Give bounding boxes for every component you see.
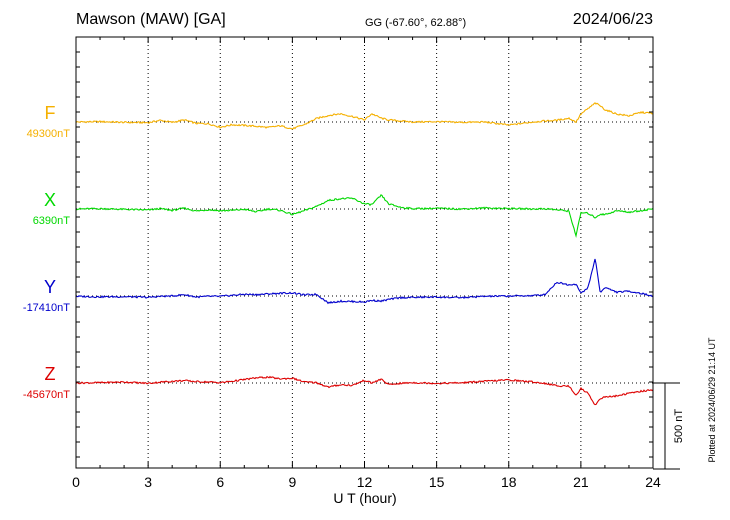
baseline-dotted-lines	[76, 121, 653, 384]
component-name-x: X	[44, 190, 56, 210]
station-title: Mawson (MAW) [GA]	[76, 11, 226, 28]
x-tick-label: 21	[573, 474, 589, 490]
x-tick-label: 18	[501, 474, 517, 490]
grid-lines	[147, 37, 582, 468]
component-name-f: F	[45, 103, 56, 123]
x-tick-label: 12	[357, 474, 373, 490]
trace-z	[75, 375, 654, 406]
plot-date: 2024/06/23	[573, 11, 653, 28]
component-name-z: Z	[45, 364, 56, 384]
component-name-y: Y	[44, 277, 56, 297]
trace-f	[75, 102, 654, 130]
x-axis-ticks: 0 3 6 9 12 15 18 21 24	[72, 37, 661, 490]
scale-bar-label: 500 nT	[673, 409, 685, 444]
component-baseline-y: -17410nT	[23, 302, 70, 314]
x-tick-label: 0	[72, 474, 80, 490]
geographic-coordinates: GG (-67.60°, 62.88°)	[365, 17, 466, 29]
component-traces	[75, 102, 654, 406]
x-tick-label: 15	[429, 474, 445, 490]
component-labels: F 49300nT X 6390nT Y -17410nT Z -45670nT	[23, 103, 70, 401]
x-tick-label: 3	[144, 474, 152, 490]
component-baseline-f: 49300nT	[27, 128, 71, 140]
trace-y	[75, 258, 654, 305]
component-baseline-x: 6390nT	[33, 215, 71, 227]
plotted-timestamp: Plotted at 2024/06/29 21:14 UT	[707, 337, 717, 463]
trace-x	[75, 194, 654, 238]
x-tick-label: 24	[645, 474, 661, 490]
component-baseline-z: -45670nT	[23, 389, 70, 401]
scale-bar: 500 nT	[653, 382, 685, 470]
x-axis-label: U T (hour)	[333, 490, 396, 506]
x-tick-label: 9	[288, 474, 296, 490]
x-tick-label: 6	[216, 474, 224, 490]
